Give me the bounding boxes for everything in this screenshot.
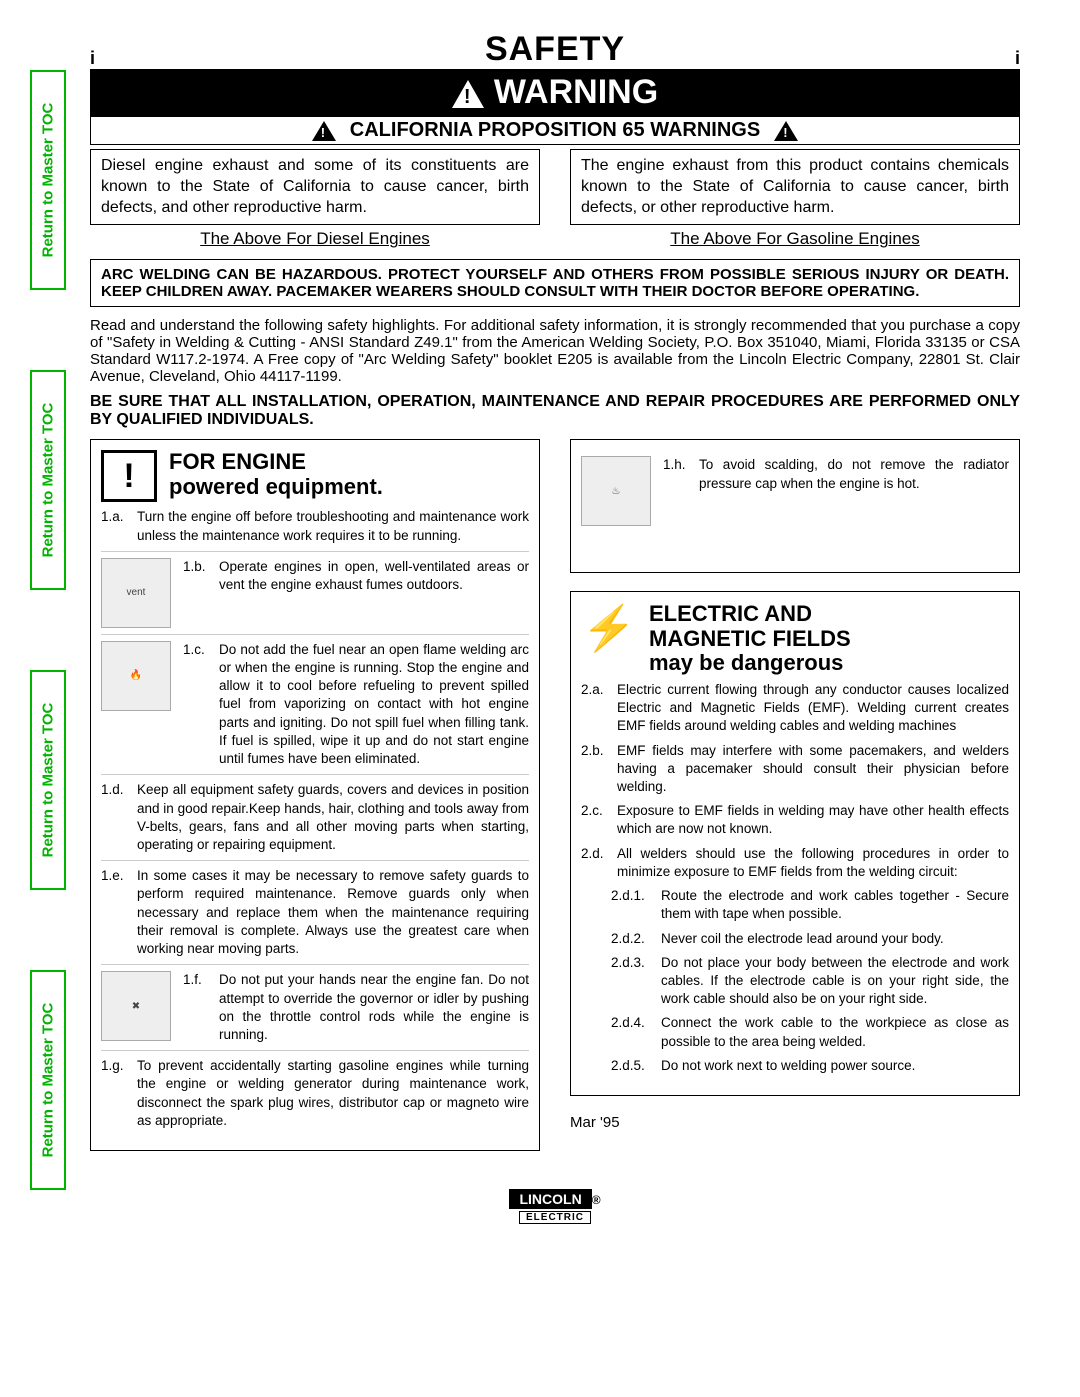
emf-heading: ELECTRIC AND MAGNETIC FIELDS may be dang… [649,602,851,675]
fan-icon: ✖ [101,971,171,1041]
qualified-paragraph: BE SURE THAT ALL INSTALLATION, OPERATION… [90,393,1020,429]
return-to-master-toc-tab[interactable]: Return to Master TOC [30,370,66,590]
return-to-master-toc-tab[interactable]: Return to Master TOC [30,970,66,1190]
lincoln-electric-logo: LINCOLN® ELECTRIC [90,1189,1020,1224]
hazard-banner: ARC WELDING CAN BE HAZARDOUS. PROTECT YO… [90,259,1020,307]
warning-label: WARNING [494,73,658,112]
caution-triangle-icon [312,121,336,141]
flame-icon: 🔥 [101,641,171,711]
item-1a: 1.a.Turn the engine off before troublesh… [101,508,529,544]
return-to-master-toc-tab[interactable]: Return to Master TOC [30,670,66,890]
engine-section-cont: ♨ 1.h.To avoid scalding, do not remove t… [570,439,1020,573]
page-number-left: i [90,48,95,69]
warning-box-icon: ! [101,450,157,502]
item-1e: 1.e.In some cases it may be necessary to… [101,867,529,958]
item-2d5: 2.d.5.Do not work next to welding power … [611,1057,1009,1075]
item-2d2: 2.d.2.Never coil the electrode lead arou… [611,930,1009,948]
engine-heading: FOR ENGINE powered equipment. [169,450,383,498]
warning-banner: WARNING [90,71,1020,116]
ventilation-icon: vent [101,558,171,628]
prop65-boxes: Diesel engine exhaust and some of its co… [90,149,1020,225]
emf-section: ⚡ ELECTRIC AND MAGNETIC FIELDS may be da… [570,591,1020,1096]
prop65-diesel-caption: The Above For Diesel Engines [90,229,540,249]
page-header: i SAFETY i [90,30,1020,71]
item-1d: 1.d.Keep all equipment safety guards, co… [101,781,529,854]
item-2a: 2.a.Electric current flowing through any… [581,681,1009,736]
radiator-icon: ♨ [581,456,651,526]
item-1f: ✖ 1.f.Do not put your hands near the eng… [101,971,529,1044]
item-2b: 2.b.EMF fields may interfere with some p… [581,742,1009,797]
item-1g: 1.g.To prevent accidentally starting gas… [101,1057,529,1130]
item-1h: ♨ 1.h.To avoid scalding, do not remove t… [581,456,1009,526]
item-2c: 2.c.Exposure to EMF fields in welding ma… [581,802,1009,838]
item-1c: 🔥 1.c.Do not add the fuel near an open f… [101,641,529,769]
emf-icon: ⚡ [581,602,637,654]
item-2d: 2.d.All welders should use the following… [581,845,1009,881]
item-2d1: 2.d.1.Route the electrode and work cable… [611,887,1009,923]
sidebar-toc-tabs: Return to Master TOC Return to Master TO… [30,70,70,1270]
page-title: SAFETY [485,30,625,69]
prop65-gasoline-caption: The Above For Gasoline Engines [570,229,1020,249]
prop65-gasoline-box: The engine exhaust from this product con… [570,149,1020,225]
item-2d4: 2.d.4.Connect the work cable to the work… [611,1014,1009,1050]
warning-triangle-icon [452,80,484,108]
caution-triangle-icon [774,121,798,141]
prop65-title: CALIFORNIA PROPOSITION 65 WARNINGS [350,119,760,142]
prop65-captions: The Above For Diesel Engines The Above F… [90,225,1020,259]
intro-paragraph: Read and understand the following safety… [90,317,1020,385]
prop65-header: CALIFORNIA PROPOSITION 65 WARNINGS [90,116,1020,145]
engine-section: ! FOR ENGINE powered equipment. 1.a.Turn… [90,439,540,1151]
return-to-master-toc-tab[interactable]: Return to Master TOC [30,70,66,290]
page-number-right: i [1015,48,1020,69]
revision-date: Mar '95 [570,1114,1020,1131]
prop65-diesel-box: Diesel engine exhaust and some of its co… [90,149,540,225]
item-1b: vent 1.b.Operate engines in open, well-v… [101,558,529,628]
item-2d3: 2.d.3.Do not place your body between the… [611,954,1009,1009]
